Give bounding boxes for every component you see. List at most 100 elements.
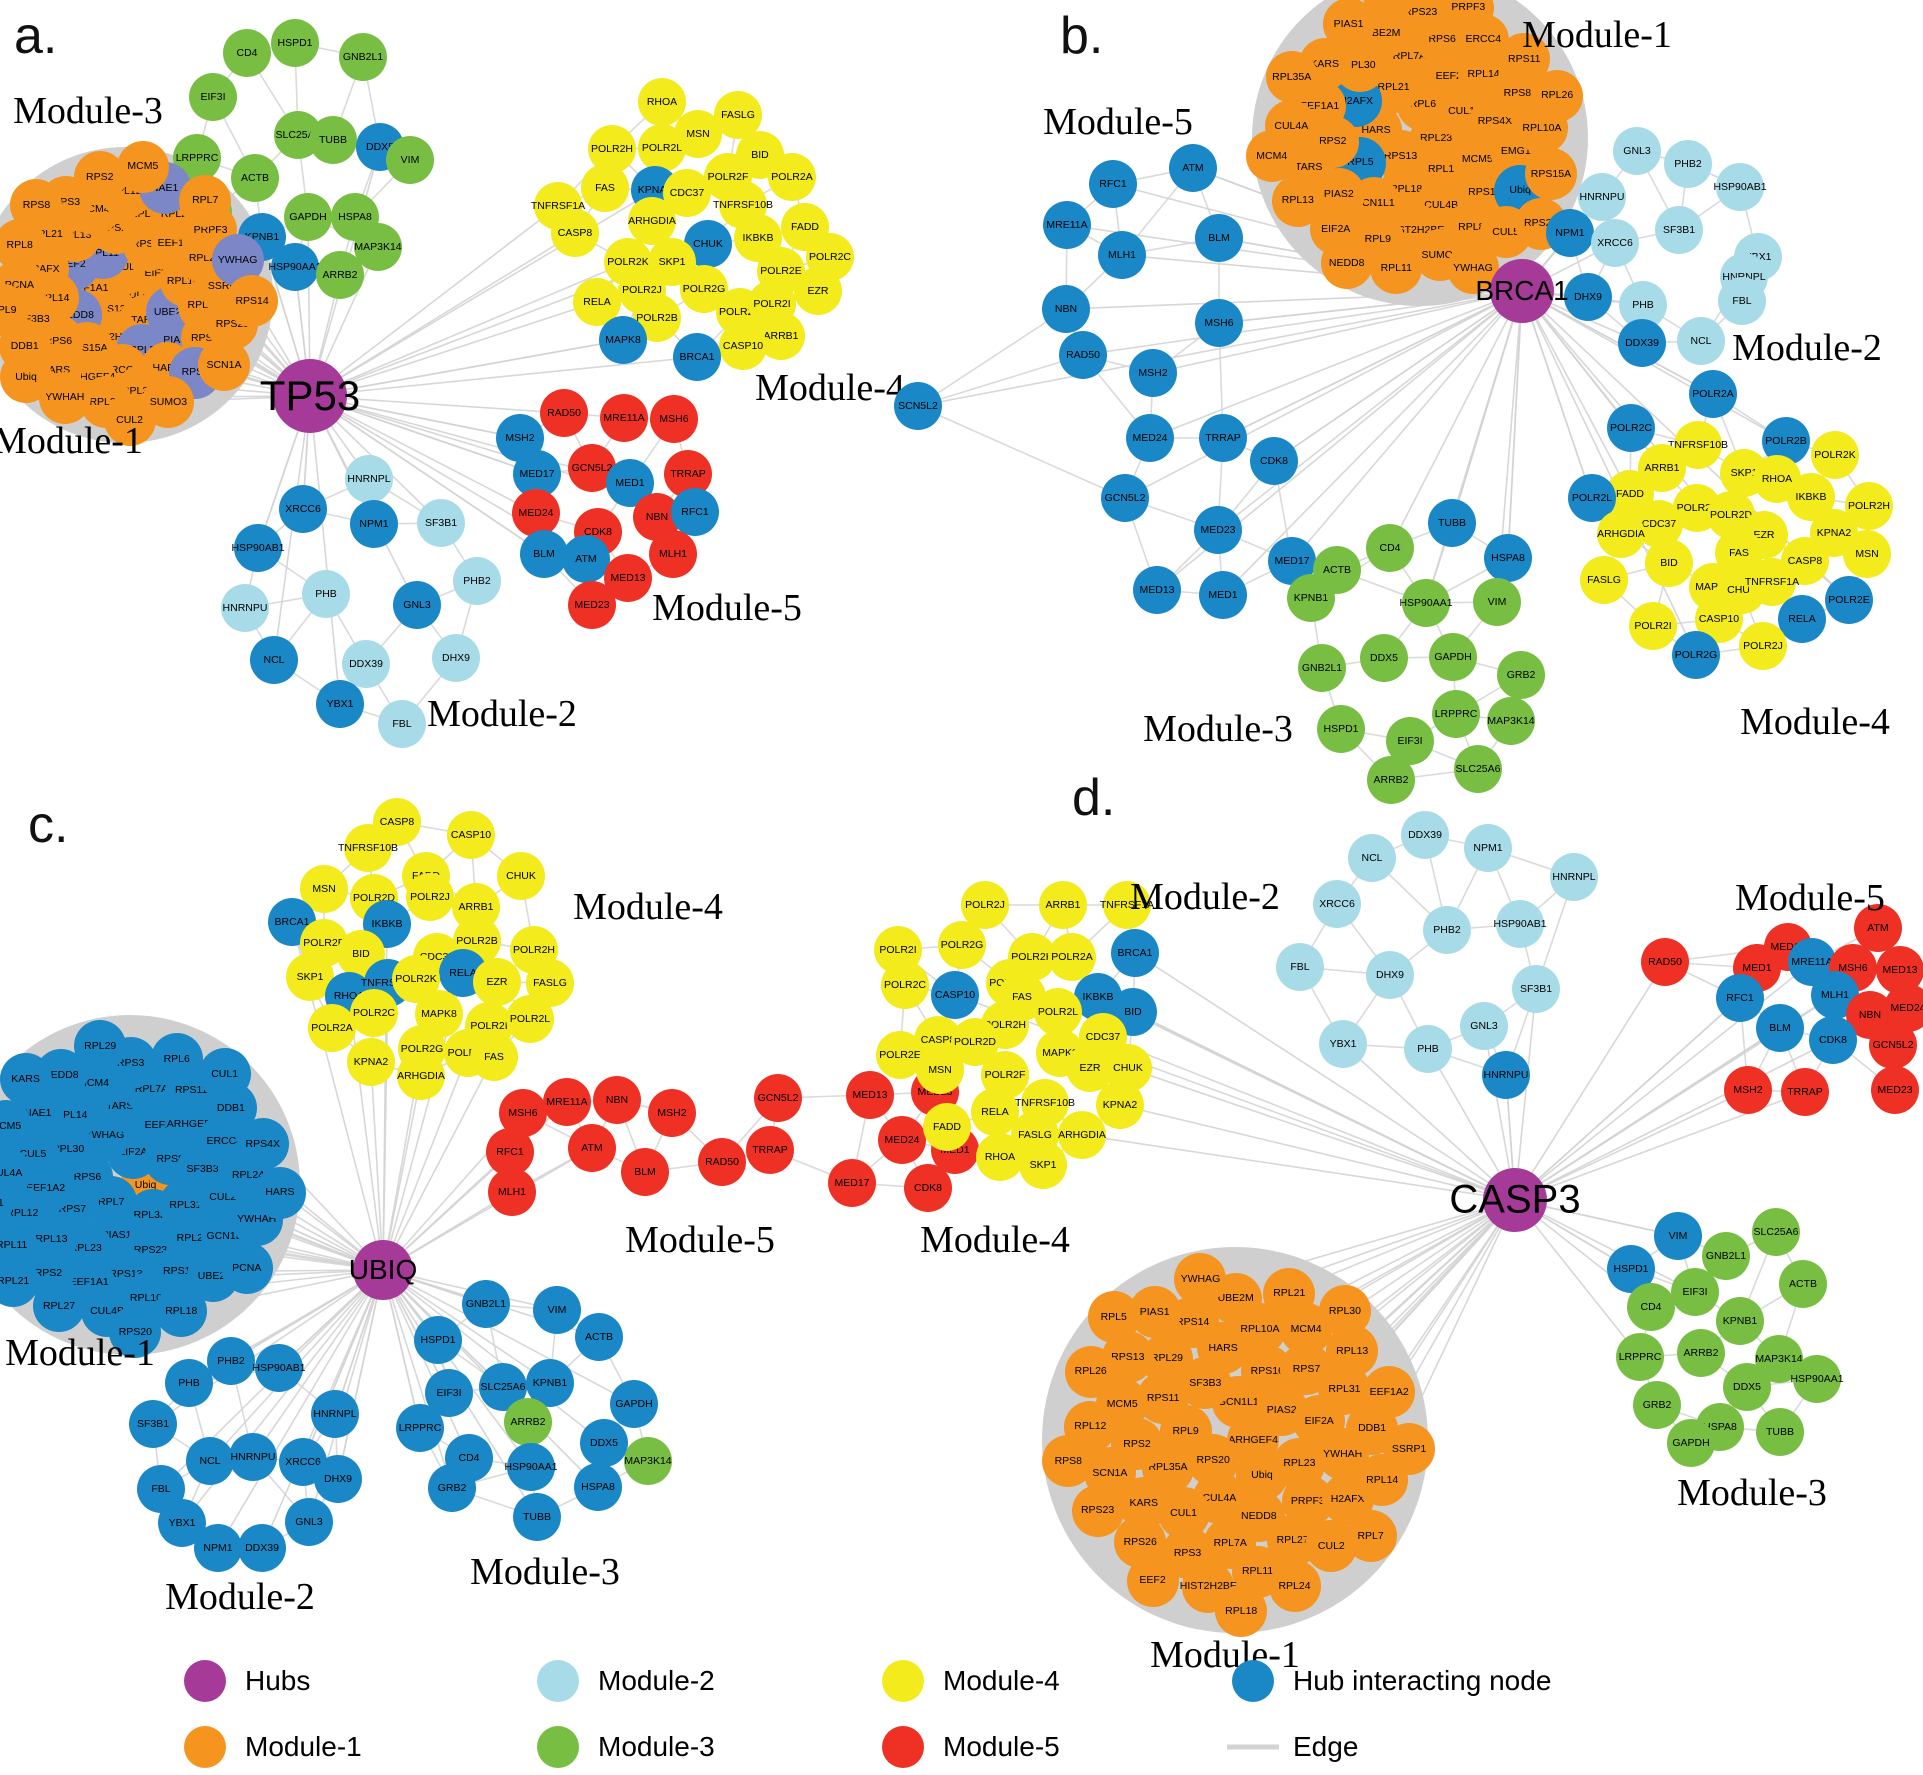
edge <box>1124 290 1523 499</box>
node-ARHGDIA: ARHGDIA <box>1597 510 1645 558</box>
node-RPL30: RPL30 <box>1318 1284 1371 1337</box>
edge <box>309 395 341 705</box>
module-label-Module-3: Module-3 <box>1677 1472 1827 1514</box>
node-RPL35A: RPL35A <box>1265 51 1318 104</box>
edge <box>1134 952 1516 1201</box>
edge <box>309 339 624 397</box>
node-CD4: CD4 <box>1627 1283 1675 1331</box>
legend-swatch-m5 <box>882 1726 924 1768</box>
node-RHOA: RHOA <box>638 78 686 126</box>
module-label-Module-2: Module-2 <box>1732 327 1882 369</box>
node-CDK8: CDK8 <box>904 1164 952 1212</box>
node-MRE11A: MRE11A <box>1043 201 1091 249</box>
edge <box>1507 290 1523 559</box>
node-GCN5L2: GCN5L2 <box>754 1074 802 1122</box>
node-RPS4X: RPS4X <box>236 1118 289 1171</box>
node-MLH1: MLH1 <box>488 1168 536 1216</box>
node-BRCA1: BRCA1 <box>673 333 721 381</box>
node-RAD50: RAD50 <box>698 1138 746 1186</box>
node-RPL26: RPL26 <box>1531 69 1584 122</box>
node-POLR2C: POLR2C <box>881 961 929 1009</box>
node-RPL29: RPL29 <box>74 1020 127 1073</box>
node-BLM: BLM <box>520 530 568 578</box>
node-POLR2J: POLR2J <box>1739 622 1787 670</box>
node-POLR2A: POLR2A <box>308 1004 356 1052</box>
node-NPM1: NPM1 <box>1464 824 1512 872</box>
node-SLC25A6: SLC25A6 <box>1454 745 1502 793</box>
module-label-Module-4: Module-4 <box>920 1219 1070 1261</box>
node-RPS15A: RPS15A <box>1524 147 1577 200</box>
node-XRCC6: XRCC6 <box>279 1438 327 1486</box>
node-CDK8: CDK8 <box>1250 437 1298 485</box>
node-HNRNPL: HNRNPL <box>311 1390 359 1438</box>
node-DDX39: DDX39 <box>238 1524 286 1572</box>
legend-label-m5: Module-5 <box>943 1731 1060 1762</box>
node-NCL: NCL <box>186 1437 234 1485</box>
node-RPL18: RPL18 <box>1215 1585 1268 1638</box>
legend-label-m2: Module-2 <box>598 1665 715 1696</box>
edge <box>252 1269 384 1458</box>
node-PIAS1: PIAS1 <box>1322 0 1375 51</box>
node-NBN: NBN <box>1042 285 1090 333</box>
node-MSN: MSN <box>1843 530 1891 578</box>
node-SKP1: SKP1 <box>1019 1141 1067 1189</box>
node-HARS: HARS <box>253 1166 306 1219</box>
node-HSPA8: HSPA8 <box>574 1463 622 1511</box>
module-label-Module-5: Module-5 <box>1735 877 1885 919</box>
node-ACTB: ACTB <box>575 1313 623 1361</box>
node-HSPA8: HSPA8 <box>1484 534 1532 582</box>
edge <box>337 1269 384 1480</box>
module-label-Module-1: Module-1 <box>1522 14 1672 56</box>
node-GNL3: GNL3 <box>1613 127 1661 175</box>
node-RPL11: RPL11 <box>1370 242 1423 295</box>
edge <box>1081 1134 1516 1201</box>
edge <box>217 1269 384 1549</box>
node-EZR: EZR <box>794 267 842 315</box>
node-RELA: RELA <box>1778 595 1826 643</box>
node-MED23: MED23 <box>568 581 616 629</box>
node-MED23: MED23 <box>1194 506 1242 554</box>
edge <box>1514 1199 1641 1358</box>
node-CASP10: CASP10 <box>447 811 495 859</box>
module-label-Module-4: Module-4 <box>1740 701 1890 743</box>
hub-node-UBIQ <box>353 1240 413 1300</box>
node-GRB2: GRB2 <box>1497 651 1545 699</box>
node-POLR2C: POLR2C <box>1607 404 1655 452</box>
node-MSH2: MSH2 <box>648 1089 696 1137</box>
node-GNB2L1: GNB2L1 <box>1702 1232 1750 1280</box>
node-GAPDH: GAPDH <box>1667 1419 1715 1467</box>
node-POLR2L: POLR2L <box>506 995 554 1043</box>
node-ARRB1: ARRB1 <box>1039 881 1087 929</box>
node-ACTB: ACTB <box>1779 1260 1827 1308</box>
node-POLR2G: POLR2G <box>938 921 986 969</box>
node-YBX1: YBX1 <box>316 680 364 728</box>
node-GCN5L2: GCN5L2 <box>1101 474 1149 522</box>
edge <box>1291 290 1523 562</box>
node-XRCC6: XRCC6 <box>1591 219 1639 267</box>
node-YWHAG: YWHAG <box>1174 1252 1227 1305</box>
panel-letter-d: d. <box>1072 769 1116 827</box>
node-RPL27: RPL27 <box>33 1280 86 1333</box>
edge <box>1389 290 1523 549</box>
node-BLM: BLM <box>621 1148 669 1196</box>
edge <box>309 205 559 397</box>
legend-swatch-m2 <box>537 1660 579 1702</box>
module-label-Module-3: Module-3 <box>13 90 163 132</box>
node-VIM: VIM <box>533 1286 581 1334</box>
edge <box>309 395 565 414</box>
node-RFC1: RFC1 <box>671 488 719 536</box>
legend-swatch-hi <box>1232 1660 1274 1702</box>
node-RPL21: RPL21 <box>1263 1267 1316 1320</box>
node-RPL14: RPL14 <box>1356 1454 1409 1507</box>
node-KPNB1: KPNB1 <box>1287 574 1335 622</box>
node-NPM1: NPM1 <box>194 1524 242 1572</box>
node-MRE11A: MRE11A <box>600 394 648 442</box>
node-PHB2: PHB2 <box>207 1337 255 1385</box>
module-label-Module-4: Module-4 <box>573 886 723 928</box>
edge <box>1514 1089 1749 1201</box>
node-CASP8: CASP8 <box>551 209 599 257</box>
edge <box>309 356 698 397</box>
node-ARHGDIA: ARHGDIA <box>1058 1111 1106 1159</box>
node-NBN: NBN <box>593 1076 641 1124</box>
node-SF3B1: SF3B1 <box>1512 965 1560 1013</box>
